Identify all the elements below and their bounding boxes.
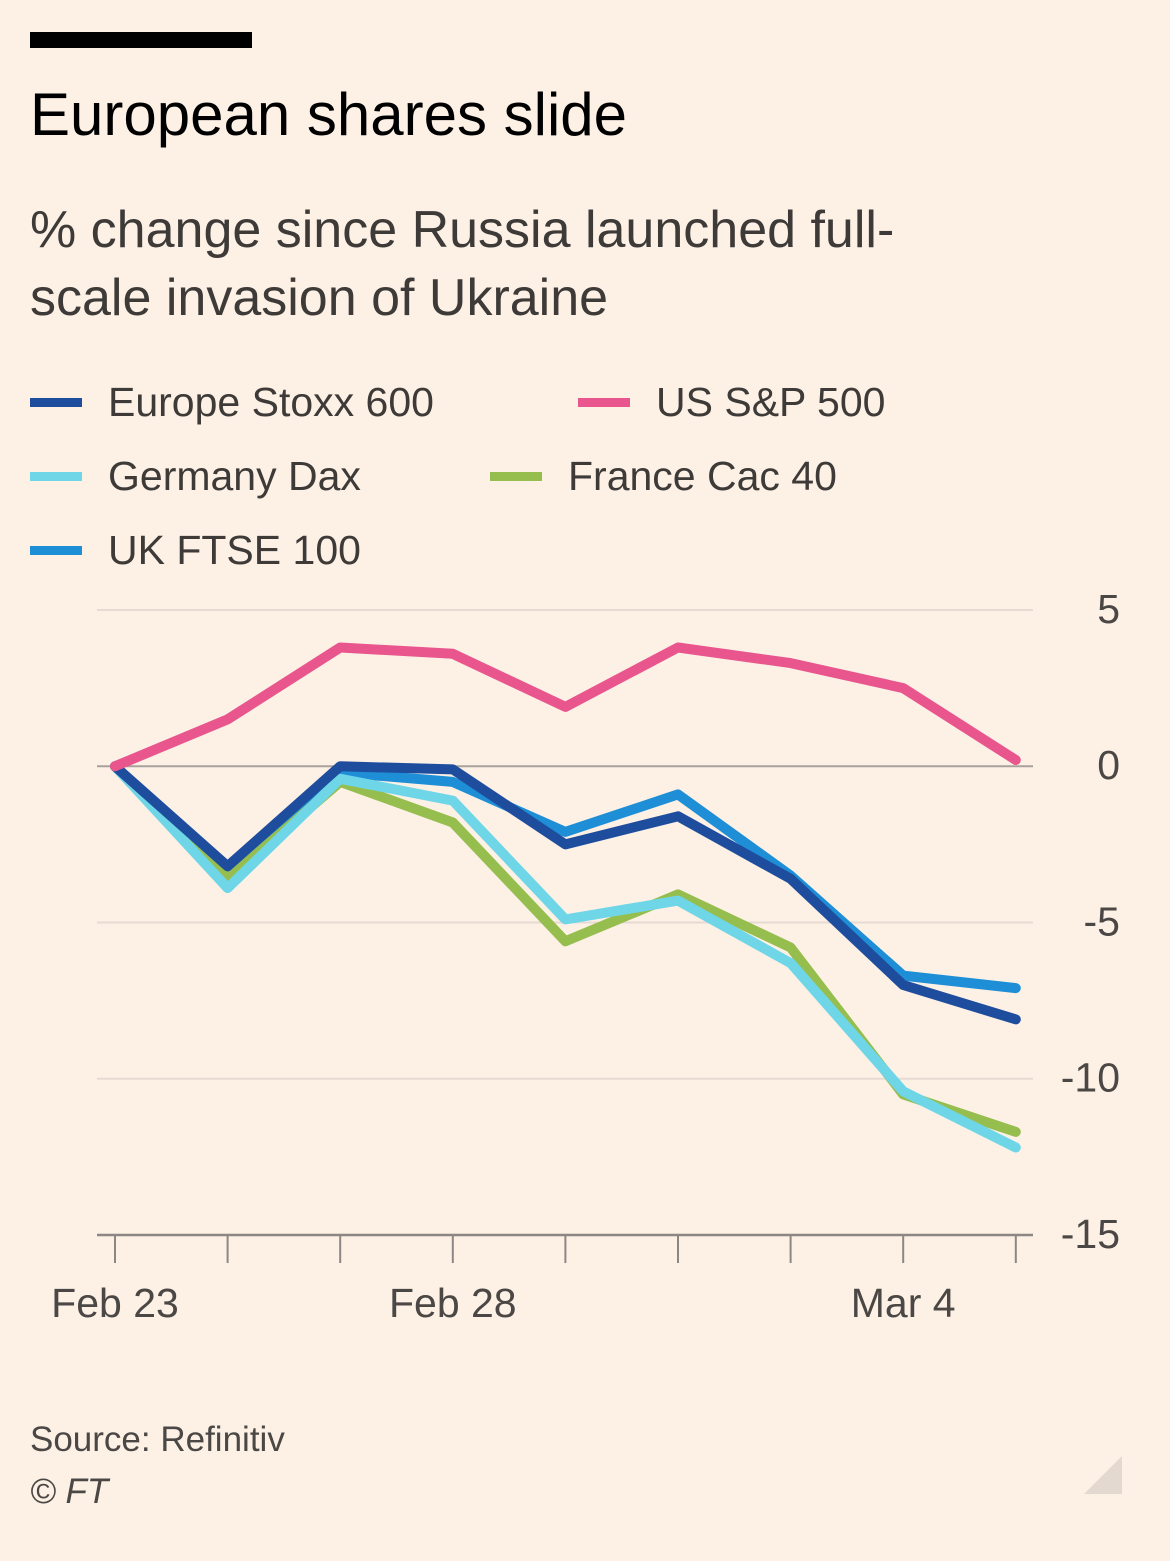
legend-label: France Cac 40 xyxy=(568,452,837,499)
series-line xyxy=(110,761,1021,994)
x-tick-label: Mar 4 xyxy=(851,1280,956,1326)
legend-swatch xyxy=(30,471,82,481)
y-tick-label: -5 xyxy=(1084,898,1120,944)
y-tick-label: -15 xyxy=(1061,1211,1120,1257)
series-line xyxy=(110,642,1021,772)
chart-subtitle: % change since Russia launched full-scal… xyxy=(30,201,895,327)
legend-label: Europe Stoxx 600 xyxy=(108,378,434,425)
legend-item-europe-stoxx-600: Europe Stoxx 600 xyxy=(30,379,434,425)
copyright-note: © FT xyxy=(30,1472,109,1511)
legend-item-us-sp-500: US S&P 500 xyxy=(578,379,885,425)
legend-swatch xyxy=(30,545,82,555)
legend-swatch xyxy=(30,397,82,407)
series-line xyxy=(110,761,1021,1153)
x-tick-label: Feb 28 xyxy=(389,1280,517,1326)
legend-item-france-cac-40: France Cac 40 xyxy=(490,453,837,499)
legend-label: US S&P 500 xyxy=(656,378,886,425)
legend-swatch xyxy=(578,397,630,407)
brand-bar xyxy=(30,32,252,48)
resize-corner-icon xyxy=(1084,1456,1122,1494)
y-tick-label: 5 xyxy=(1097,586,1120,632)
chart-title: European shares slide xyxy=(30,81,628,148)
legend-item-germany-dax: Germany Dax xyxy=(30,453,361,499)
legend-label: UK FTSE 100 xyxy=(108,526,361,573)
legend-label: Germany Dax xyxy=(108,452,361,499)
y-tick-label: -10 xyxy=(1061,1055,1120,1101)
y-tick-label: 0 xyxy=(1097,742,1120,788)
series-line xyxy=(110,761,1021,1025)
legend-item-uk-ftse-100: UK FTSE 100 xyxy=(30,527,361,573)
source-note: Source: Refinitiv xyxy=(30,1420,285,1459)
legend-swatch xyxy=(490,471,542,481)
x-tick-label: Feb 23 xyxy=(51,1280,179,1326)
